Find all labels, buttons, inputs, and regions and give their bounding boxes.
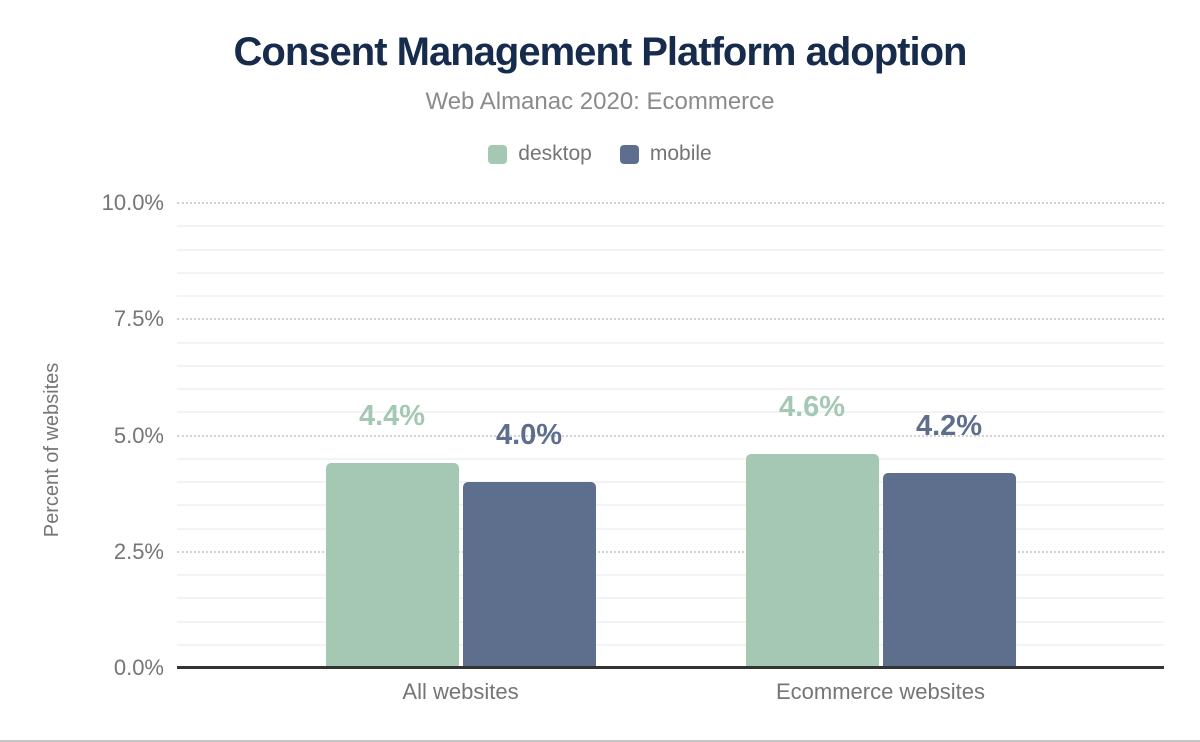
y-tick-label: 0.0%	[113, 655, 164, 680]
bar-value-label: 4.2%	[915, 409, 983, 442]
legend-swatch-desktop	[488, 144, 508, 164]
y-tick-label: 7.5%	[113, 306, 164, 332]
gridline-major	[177, 550, 1164, 553]
gridline-minor	[177, 481, 1164, 483]
gridline-minor	[177, 341, 1164, 344]
bar-value-label: 4.6%	[778, 391, 846, 424]
y-tick-label: 10.0%	[101, 190, 164, 215]
gridline-minor	[177, 295, 1164, 297]
y-tick-label: 2.5%	[113, 538, 164, 564]
gridline-minor	[177, 620, 1164, 623]
legend-item-mobile: mobile	[619, 142, 712, 166]
gridline-minor	[177, 643, 1164, 646]
bar-value-label: 4.0%	[495, 419, 563, 451]
gridline-minor	[177, 271, 1164, 274]
legend-item-desktop: desktop	[488, 142, 592, 166]
bar-mobile-ecommerce-websites	[882, 472, 1016, 668]
bar-mobile-all-websites	[462, 482, 596, 668]
legend-label-mobile: mobile	[649, 142, 712, 165]
gridline-major	[177, 434, 1164, 437]
y-tick-label: 5.0%	[113, 422, 164, 448]
gridline-minor	[177, 597, 1164, 600]
gridline-minor	[177, 411, 1164, 414]
chart-subtitle: Web Almanac 2020: Ecommerce	[425, 88, 775, 115]
legend-swatch-mobile	[619, 144, 639, 164]
gridline-minor	[177, 574, 1164, 576]
bar-value-label: 4.4%	[358, 400, 426, 433]
page-bottom-divider	[0, 740, 1200, 742]
x-category-label: All websites	[402, 679, 519, 704]
chart-legend: desktop mobile	[0, 142, 1200, 166]
gridline-minor	[177, 388, 1164, 390]
gridline-minor	[177, 504, 1164, 507]
gridline-major	[177, 202, 1164, 204]
legend-label-desktop: desktop	[518, 142, 592, 165]
gridline-major	[177, 318, 1164, 321]
bar-desktop-all-websites	[325, 463, 459, 668]
gridline-minor	[177, 248, 1164, 251]
gridline-minor	[177, 457, 1164, 460]
gridline-minor	[177, 225, 1164, 228]
bar-desktop-ecommerce-websites	[745, 454, 879, 668]
gridline-minor	[177, 527, 1164, 530]
chart-title: Consent Management Platform adoption	[233, 30, 968, 74]
x-axis-line	[177, 666, 1164, 669]
x-category-label: Ecommerce websites	[775, 679, 986, 704]
gridline-minor	[177, 364, 1164, 367]
